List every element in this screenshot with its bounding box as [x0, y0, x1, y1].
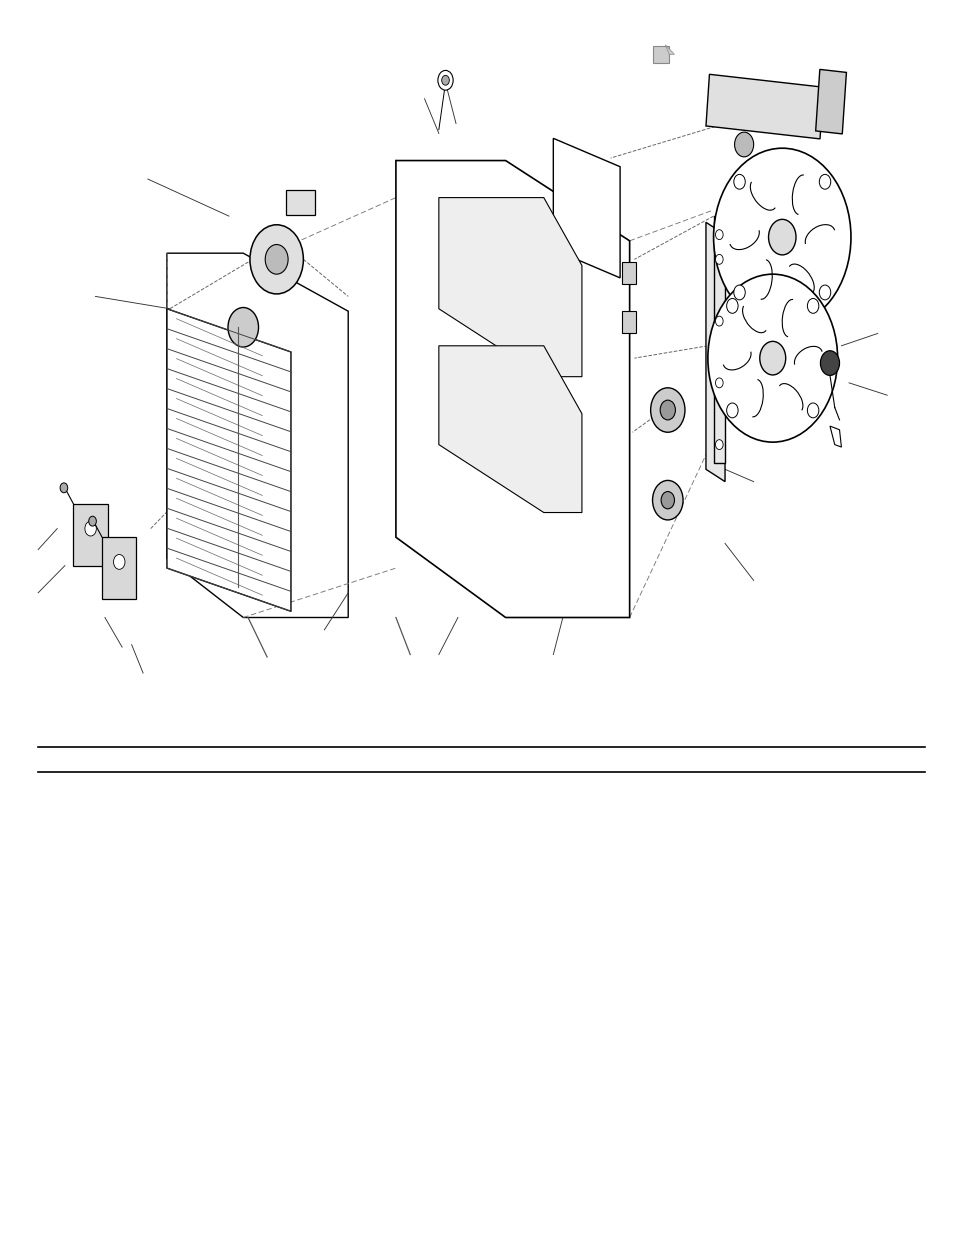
Circle shape [726, 403, 738, 417]
Polygon shape [829, 426, 841, 447]
Circle shape [715, 230, 722, 240]
Circle shape [707, 274, 837, 442]
Circle shape [652, 480, 682, 520]
Polygon shape [438, 346, 581, 513]
Bar [713, 216, 724, 463]
Circle shape [715, 440, 722, 450]
Circle shape [228, 308, 258, 347]
Circle shape [733, 285, 744, 300]
Circle shape [806, 403, 818, 417]
Circle shape [819, 285, 830, 300]
Circle shape [660, 492, 674, 509]
Circle shape [819, 174, 830, 189]
Circle shape [89, 516, 96, 526]
Circle shape [265, 245, 288, 274]
Circle shape [441, 75, 449, 85]
Polygon shape [395, 161, 629, 618]
Circle shape [715, 378, 722, 388]
Circle shape [715, 254, 722, 264]
Bar [815, 69, 845, 133]
Bar [653, 46, 669, 63]
Bar [621, 311, 636, 333]
Polygon shape [705, 222, 724, 482]
Polygon shape [167, 253, 348, 618]
Bar [102, 537, 136, 599]
Polygon shape [167, 309, 291, 611]
Circle shape [733, 174, 744, 189]
Circle shape [437, 70, 453, 90]
Circle shape [820, 351, 839, 375]
Circle shape [806, 299, 818, 314]
Circle shape [734, 132, 753, 157]
Circle shape [85, 521, 96, 536]
Bar [621, 262, 636, 284]
Circle shape [768, 220, 795, 254]
Circle shape [715, 316, 722, 326]
Circle shape [759, 341, 785, 375]
Circle shape [659, 400, 675, 420]
Circle shape [113, 555, 125, 569]
Circle shape [60, 483, 68, 493]
Bar [705, 74, 822, 138]
Bar [73, 504, 108, 566]
Circle shape [650, 388, 684, 432]
Polygon shape [438, 198, 581, 377]
Bar [286, 190, 314, 215]
Circle shape [713, 148, 850, 326]
Polygon shape [553, 138, 619, 278]
Circle shape [726, 299, 738, 314]
Circle shape [250, 225, 303, 294]
Polygon shape [665, 44, 674, 54]
